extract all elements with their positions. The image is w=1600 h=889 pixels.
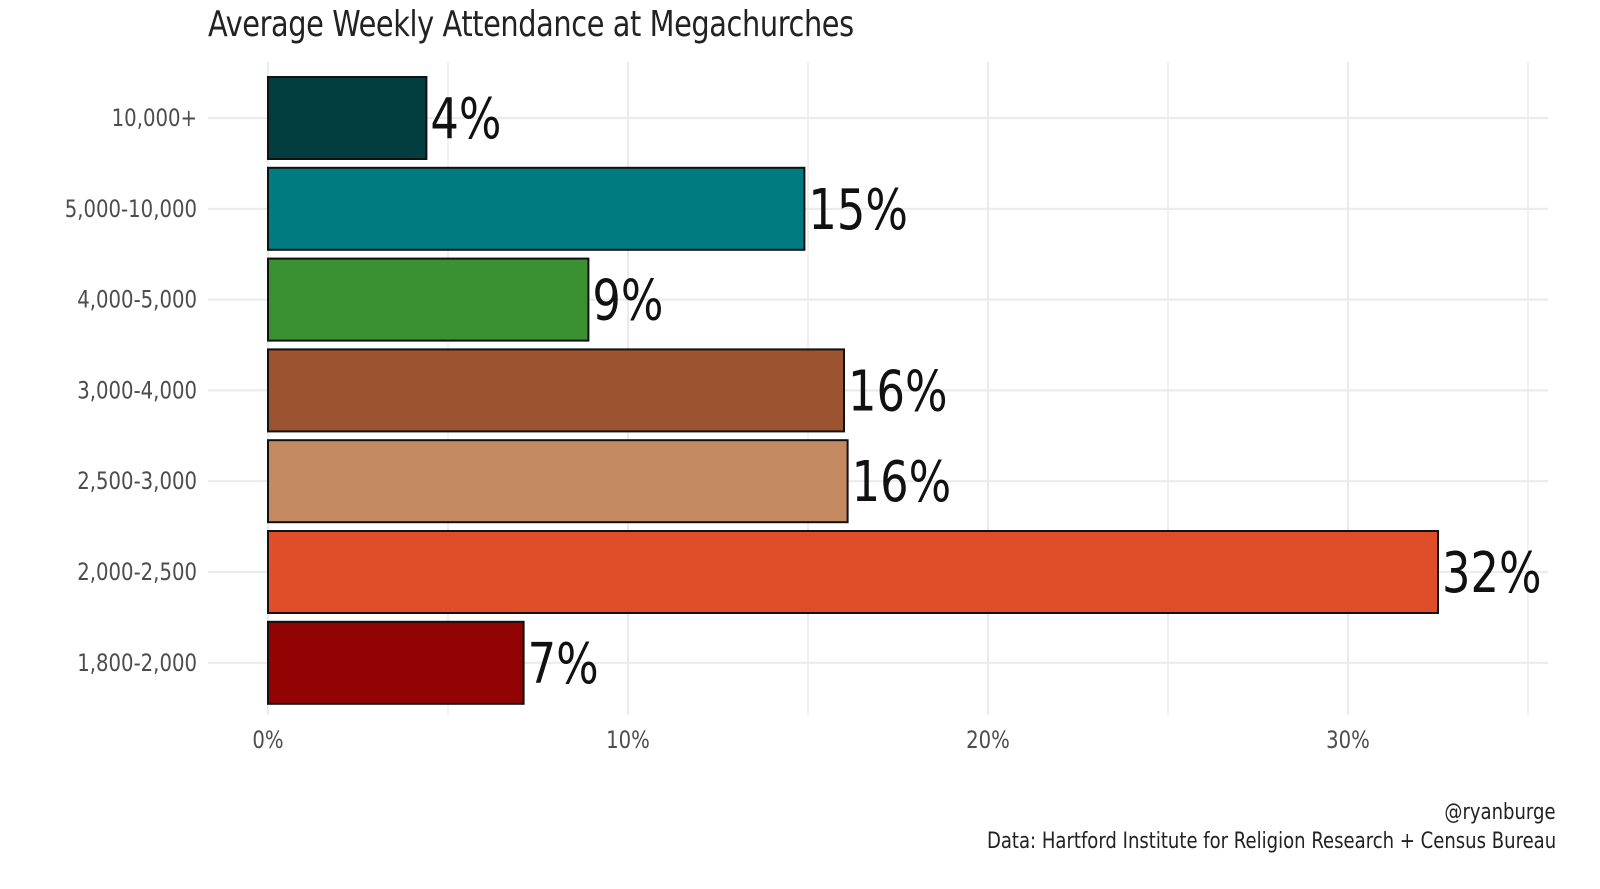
- y-tick-label: 10,000+: [112, 105, 197, 132]
- data-label: 7%: [528, 631, 599, 696]
- x-tick-label: 20%: [966, 727, 1010, 754]
- x-axis-labels: 0% 10% 20% 30%: [252, 727, 1369, 754]
- data-labels: 4% 15% 9% 16% 16% 32% 7%: [430, 86, 1541, 696]
- x-tick-label: 0%: [252, 727, 283, 754]
- data-label: 16%: [848, 358, 948, 423]
- caption-source: Data: Hartford Institute for Religion Re…: [986, 829, 1556, 854]
- y-tick-label: 5,000-10,000: [65, 196, 197, 223]
- data-label: 4%: [430, 86, 501, 151]
- bar: [267, 530, 1439, 614]
- data-label: 15%: [808, 177, 908, 242]
- bar: [267, 257, 590, 342]
- y-axis-labels: 10,000+ 5,000-10,000 4,000-5,000 3,000-4,00…: [65, 105, 197, 677]
- y-tick-label: 2,000-2,500: [77, 559, 197, 586]
- chart-title: Average Weekly Attendance at Megachurche…: [208, 4, 854, 45]
- bar: [267, 620, 525, 705]
- bar: [267, 76, 428, 160]
- caption-handle: @ryanburge: [1444, 800, 1556, 825]
- data-label: 16%: [852, 449, 952, 514]
- bar: [267, 439, 849, 524]
- y-tick-label: 4,000-5,000: [77, 287, 197, 314]
- bar: [267, 348, 845, 433]
- bars-group: [267, 76, 1439, 705]
- x-tick-label: 30%: [1326, 727, 1370, 754]
- y-tick-label: 1,800-2,000: [77, 650, 197, 677]
- data-label: 9%: [592, 268, 663, 333]
- x-tick-label: 10%: [606, 727, 650, 754]
- data-label: 32%: [1442, 540, 1542, 605]
- bar: [267, 166, 806, 251]
- y-tick-label: 2,500-3,000: [77, 468, 197, 495]
- y-tick-label: 3,000-4,000: [77, 378, 197, 405]
